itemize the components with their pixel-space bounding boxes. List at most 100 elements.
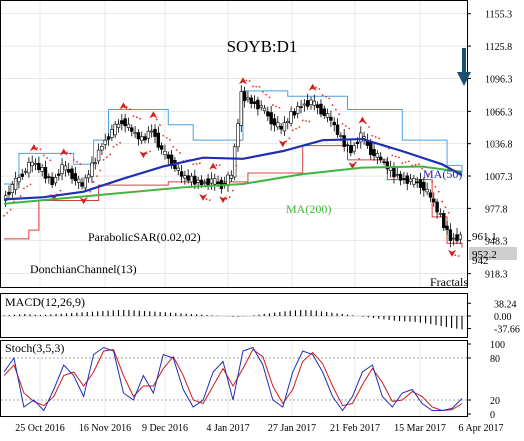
fractal-down (79, 197, 88, 205)
candle-body (116, 123, 121, 129)
candle-body (309, 99, 313, 105)
sar-label: ParabolicSAR(0.02,02) (88, 230, 201, 244)
macd-label: MACD(12,26,9) (5, 295, 85, 309)
candle-body (395, 173, 399, 176)
price-tick-label: 1036.8 (485, 140, 513, 151)
candle-body (189, 175, 194, 183)
candle-body (266, 111, 270, 117)
candle-body (73, 173, 78, 181)
sar-dot (305, 120, 307, 122)
candle-body (236, 123, 240, 148)
sar-dot (112, 145, 115, 148)
candle-body (133, 132, 137, 134)
fractal-down (219, 196, 228, 204)
current-price-box (469, 247, 517, 260)
sar-dot (245, 79, 248, 82)
candle-body (50, 176, 54, 185)
candle-body (27, 161, 31, 174)
down-arrow-icon (457, 48, 471, 86)
price-tick-label: 1125.8 (485, 42, 512, 53)
candle-body (57, 173, 61, 176)
candle-body (37, 162, 41, 170)
sar-dot (368, 126, 370, 128)
candle-body (17, 177, 21, 183)
candle-body (146, 130, 151, 139)
sar-dot (149, 150, 151, 153)
sar-dot (36, 147, 39, 149)
candle-body (103, 139, 107, 145)
candle-body (312, 100, 317, 106)
candle-body (286, 121, 290, 123)
sar-dot (115, 143, 118, 146)
axis-ticks: 1155.3 1125.8 1096.3 1066.3 1036.8 1007.3 977.… (15, 10, 520, 434)
donchian-channel (4, 90, 463, 248)
sar-dot (258, 85, 261, 88)
current-price-label: 952.2 (472, 249, 497, 261)
candle-body (23, 170, 28, 173)
candle-body (229, 174, 234, 179)
sar-dot (271, 104, 274, 106)
candle-body (242, 91, 247, 102)
sar-dot (228, 196, 231, 199)
candle-body (183, 175, 187, 179)
candle-body (256, 99, 260, 110)
candle-body (392, 167, 396, 178)
sar-dot (9, 208, 12, 211)
date-tick-label: 6 Apr 2017 (459, 423, 504, 434)
upper-level-label: 961.1 (472, 231, 497, 243)
candle-body (375, 153, 380, 158)
sar-dot (89, 190, 92, 193)
candle-body (199, 179, 204, 185)
candle-body (296, 106, 300, 114)
lower-level-label: 942 (472, 255, 489, 267)
candle-body (239, 91, 243, 126)
parabolic-sar (3, 78, 460, 257)
candle-body (166, 154, 170, 159)
sar-dot (46, 156, 49, 159)
sar-dot (235, 164, 238, 167)
candle-body (445, 225, 449, 231)
sar-dot (238, 139, 241, 142)
donchian-upper-line (4, 90, 463, 185)
sar-dot (26, 185, 29, 188)
fractal-down (199, 193, 208, 201)
candle-body (126, 123, 131, 128)
candle-body (159, 145, 164, 150)
sar-dot (417, 163, 420, 166)
sar-dot (175, 148, 178, 151)
donchian-label: DonchianChannel(13) (30, 262, 137, 276)
sar-dot (215, 164, 218, 167)
moving-averages (3, 137, 463, 205)
candle-body (53, 177, 58, 184)
candle-body (378, 156, 383, 161)
candle-body (163, 150, 167, 155)
candle-body (90, 162, 94, 177)
sar-dot (344, 125, 347, 127)
candle-body (398, 173, 403, 181)
candle-body (359, 132, 363, 143)
candle-body (30, 161, 34, 167)
sar-dot (59, 189, 62, 192)
candle-body (143, 136, 147, 141)
candle-body (302, 103, 307, 106)
candle-body (232, 146, 237, 178)
candle-body (209, 178, 214, 184)
price-tick-label: 1155.3 (485, 10, 512, 21)
candle-body (149, 130, 154, 133)
sar-dot (275, 105, 278, 108)
date-tick-label: 15 Mar 2017 (394, 423, 446, 434)
candle-body (402, 178, 406, 180)
candle-body (110, 129, 114, 138)
candle-body (246, 97, 250, 100)
candle-body (43, 167, 48, 179)
candle-body (179, 171, 184, 177)
price-tick-label: 1007.3 (485, 172, 513, 183)
fractal-down (448, 249, 457, 257)
sar-dot (42, 154, 45, 157)
candle-body (382, 161, 386, 163)
sar-dot (295, 127, 297, 130)
stoch-tick-label: 20 (490, 396, 500, 407)
sar-dot (265, 93, 268, 96)
sar-dot (434, 185, 437, 188)
